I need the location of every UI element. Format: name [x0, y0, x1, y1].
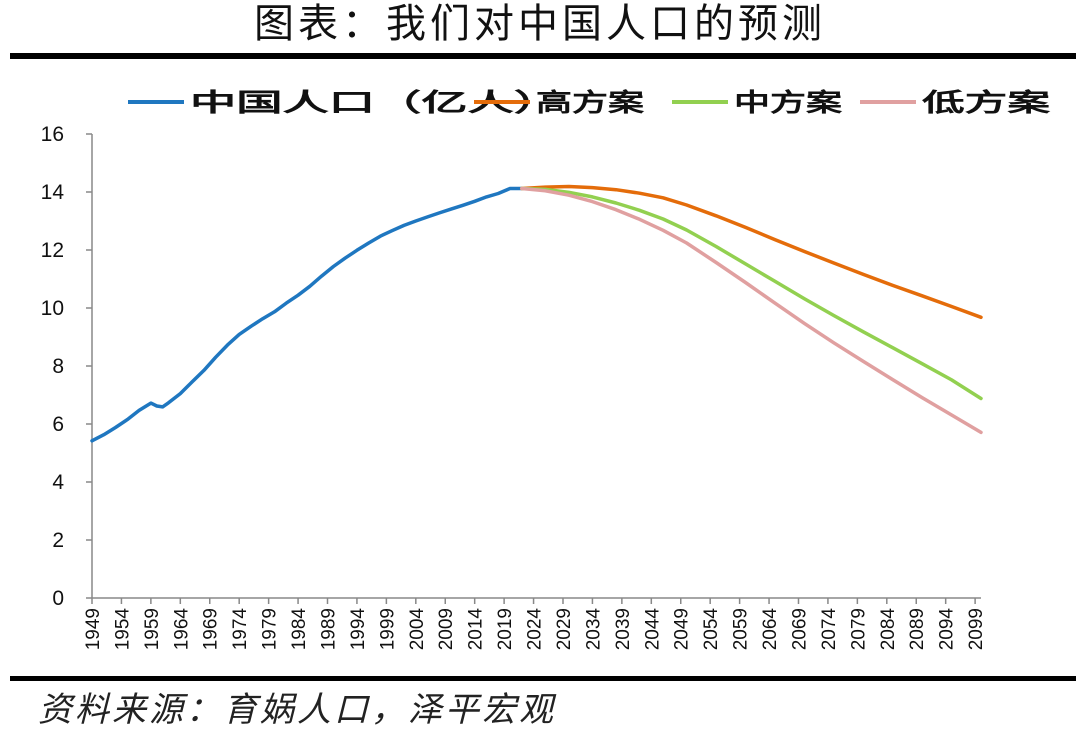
- x-tick-label: 1994: [348, 608, 369, 651]
- x-tick-label: 2004: [407, 608, 428, 651]
- x-tick-label: 2074: [819, 608, 840, 651]
- x-tick-label: 2069: [789, 608, 810, 650]
- x-tick-label: 2034: [583, 608, 604, 651]
- x-tick-label: 2049: [672, 608, 693, 650]
- x-tick-label: 1964: [171, 608, 192, 651]
- x-tick-label: 1979: [260, 608, 281, 650]
- x-tick-label: 1984: [289, 608, 310, 651]
- x-tick-label: 1954: [112, 608, 133, 651]
- x-tick-label: 1989: [318, 608, 339, 650]
- y-tick-label: 12: [41, 239, 64, 262]
- y-tick-label: 0: [52, 587, 64, 610]
- x-tick-label: 1959: [142, 608, 163, 650]
- y-tick-label: 10: [41, 297, 64, 320]
- y-tick-label: 8: [52, 355, 64, 378]
- x-tick-label: 1974: [230, 608, 251, 651]
- x-tick-label: 2029: [554, 608, 575, 650]
- figure-title: 图表：我们对中国人口的预测: [254, 1, 826, 47]
- series-line-0: [90, 186, 524, 443]
- series-line-3: [520, 186, 983, 435]
- x-tick-label: 1949: [83, 608, 104, 650]
- y-tick-label: 2: [52, 529, 64, 552]
- x-tick-label: 2079: [848, 608, 869, 650]
- x-tick-label: 1999: [377, 608, 398, 650]
- x-tick-label: 2024: [525, 608, 546, 651]
- x-axis: 1949 1954 1959 1964 1969 1974 1979 1984 1989 1994…: [83, 597, 987, 651]
- legend-label-3: 低方案: [920, 88, 1051, 117]
- x-tick-label: 2089: [907, 608, 928, 650]
- x-tick-label: 2084: [878, 608, 899, 651]
- legend-label-1: 高方案: [536, 88, 645, 117]
- x-tick-label: 2039: [613, 608, 634, 650]
- x-tick-label: 2059: [731, 608, 752, 650]
- x-tick-label: 2014: [466, 608, 487, 651]
- x-tick-label: 2064: [760, 608, 781, 651]
- y-axis: 0 2 4 6 8 10 12 14 16: [41, 123, 93, 610]
- top-rule: [10, 53, 1076, 59]
- series-lines: [90, 184, 983, 443]
- y-tick-label: 4: [52, 471, 64, 494]
- x-tick-label: 1969: [201, 608, 222, 650]
- x-tick-label: 2054: [701, 608, 722, 651]
- y-tick-label: 14: [41, 181, 65, 204]
- series-line-2: [520, 186, 983, 401]
- series-line-1: [520, 184, 983, 320]
- bottom-rule: [10, 676, 1076, 681]
- y-tick-label: 16: [41, 123, 64, 146]
- x-tick-label: 2044: [642, 608, 663, 651]
- legend: 中国人口（亿人）高方案 中方案 低方案: [128, 88, 1052, 117]
- x-tick-label: 2019: [495, 608, 516, 650]
- y-tick-label: 6: [52, 413, 64, 436]
- legend-label-2: 中方案: [734, 88, 843, 117]
- x-tick-label: 2009: [436, 608, 457, 650]
- x-tick-label: 2094: [937, 608, 958, 651]
- x-tick-label: 2099: [966, 608, 987, 650]
- source-note: 资料来源：育娲人口，泽平宏观: [38, 690, 556, 730]
